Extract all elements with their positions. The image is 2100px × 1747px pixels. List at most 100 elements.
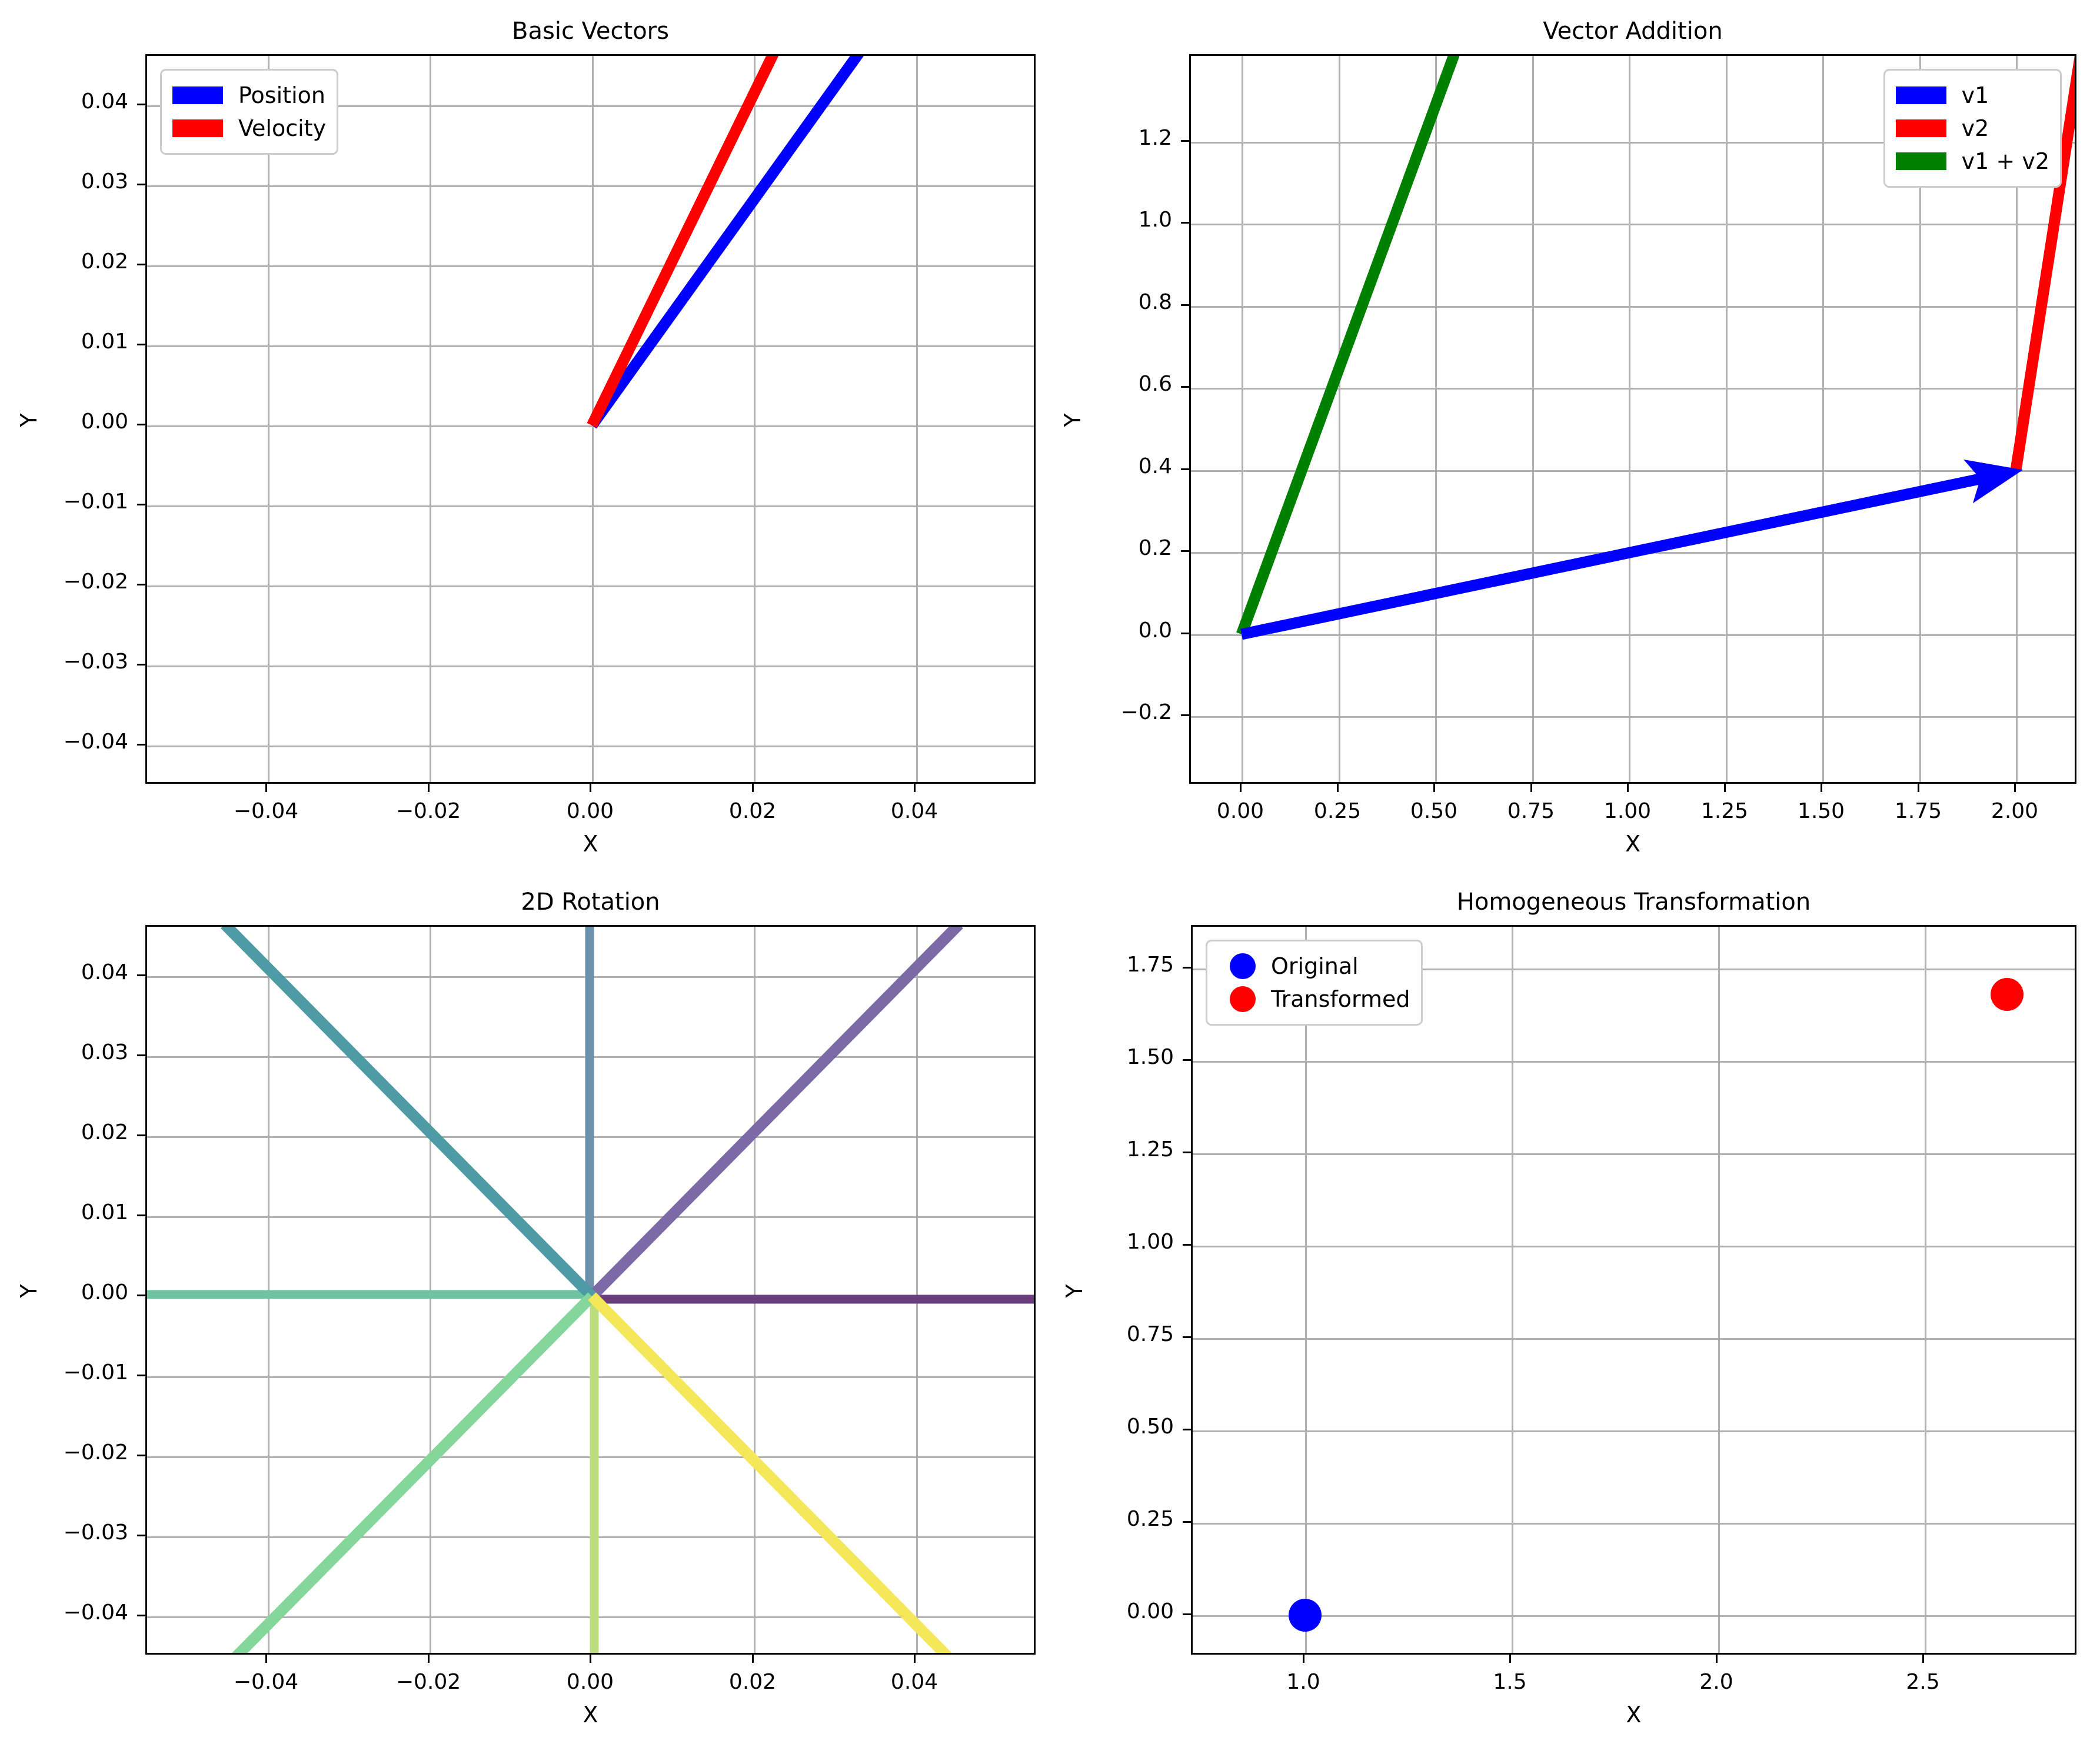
ytick-label: −0.04 [63,1600,128,1625]
xtick [428,1655,430,1663]
xtick [1240,784,1242,792]
ytick-label: 0.01 [81,1200,128,1224]
xtick [1530,784,1532,792]
ytick-label: −0.02 [63,570,128,594]
ytick [137,504,145,505]
gridline-y [1193,1246,2075,1247]
ytick-label: 1.00 [1126,1230,1174,1254]
gridline-y [147,345,1034,347]
ytick-label: 0.03 [81,1040,128,1064]
subplot-2d-rotation: 2D Rotation [0,871,1053,1747]
ytick [1181,468,1189,470]
legend-entry-v2: v2 [1895,112,2049,145]
ytick [1183,1244,1191,1246]
ytick [1181,386,1189,388]
legend-label-position: Position [238,82,325,108]
ytick-label: 0.25 [1126,1507,1174,1531]
xtick [1303,1655,1304,1663]
ytick [137,1455,145,1456]
gridline-x [430,56,431,782]
xtick [1821,784,1822,792]
legend-entry-velocity: Velocity [172,112,326,145]
gridline-y [1193,969,2075,970]
xtick-label: 1.5 [1493,1670,1527,1694]
xtick-label: 0.02 [728,1670,777,1694]
xtick-label: 0.00 [566,799,614,823]
xtick-label: 0.00 [1216,799,1264,823]
ytick [1183,967,1191,969]
legend-label-transformed: Transformed [1271,986,1410,1012]
xtick-label: −0.04 [233,799,299,823]
xaxis-label-vector-addition: X [1625,831,1641,857]
legend-swatch-v2 [1895,119,1946,137]
gridline-x [1532,56,1534,782]
ytick-label: −0.2 [1120,700,1172,724]
xtick-label: 2.5 [1906,1670,1940,1694]
ytick-label: 0.8 [1138,290,1172,314]
ytick-label: 0.6 [1138,372,1172,396]
gridline-x [1726,56,1728,782]
subplot-title-homogeneous-transformation: Homogeneous Transformation [1456,889,1811,916]
legend-basic-vectors: Position Velocity [160,69,339,155]
ytick [137,1615,145,1616]
rotation-rays-overlay [147,927,1034,1653]
xtick-label: 0.25 [1313,799,1362,823]
legend-label-velocity: Velocity [238,115,327,141]
plot-area-2d-rotation [145,925,1036,1655]
legend-swatch-velocity [172,119,223,137]
gridline-x [268,927,269,1653]
ytick-label: −0.03 [63,650,128,674]
ytick [137,1134,145,1136]
ytick-label: 0.4 [1138,454,1172,478]
ytick-label: −0.01 [63,490,128,514]
ytick-label: 1.0 [1138,208,1172,232]
ytick [137,664,145,665]
xtick-label: 0.50 [1410,799,1458,823]
gridline-y [147,505,1034,507]
xtick-label: −0.02 [395,799,461,823]
xtick [1627,784,1629,792]
gridline-x [1242,56,1243,782]
ytick [137,974,145,976]
rotation-ray-45 [588,927,963,1300]
ytick [137,424,145,425]
ytick [137,184,145,185]
legend-swatch-v1-plus-v2 [1895,152,1946,170]
v2-arrow [2010,56,2075,471]
gridline-y [1191,224,2075,225]
ytick-label: 1.25 [1126,1137,1174,1162]
legend-entry-transformed: Transformed [1218,983,1410,1016]
xtick-label: 0.00 [566,1670,614,1694]
marker-original-point [1289,1599,1322,1632]
gridline-x [1629,56,1630,782]
xtick [752,1655,754,1663]
yaxis-label-homogeneous-transformation: Y [1061,1284,1087,1298]
xtick-label: 1.75 [1894,799,1942,823]
gridline-x [916,56,918,782]
xtick-label: 1.25 [1700,799,1749,823]
gridline-y [1191,388,2075,390]
ytick [1181,140,1189,142]
ytick [1183,1429,1191,1430]
xtick-label: 2.00 [1991,799,2039,823]
xtick [590,784,591,792]
ytick-label: 1.75 [1126,953,1174,977]
legend-homogeneous-transformation: Original Transformed [1206,940,1423,1026]
gridline-y [1193,1153,2075,1155]
ytick-label: 0.03 [81,169,128,194]
subplot-basic-vectors: Basic Vectors [0,0,1053,871]
ytick-label: 0.02 [81,1120,128,1144]
ytick [137,744,145,746]
gridline-x [916,927,918,1653]
xtick [1918,784,1919,792]
ytick-label: 0.01 [81,330,128,354]
xtick [1509,1655,1511,1663]
gridline-y [147,585,1034,587]
gridline-y [1191,142,2075,144]
gridline-x [1718,927,1720,1653]
gridline-y [1193,1338,2075,1340]
ytick [137,1295,145,1296]
xtick-label: −0.04 [233,1670,299,1694]
v1-arrow [1240,459,2024,640]
